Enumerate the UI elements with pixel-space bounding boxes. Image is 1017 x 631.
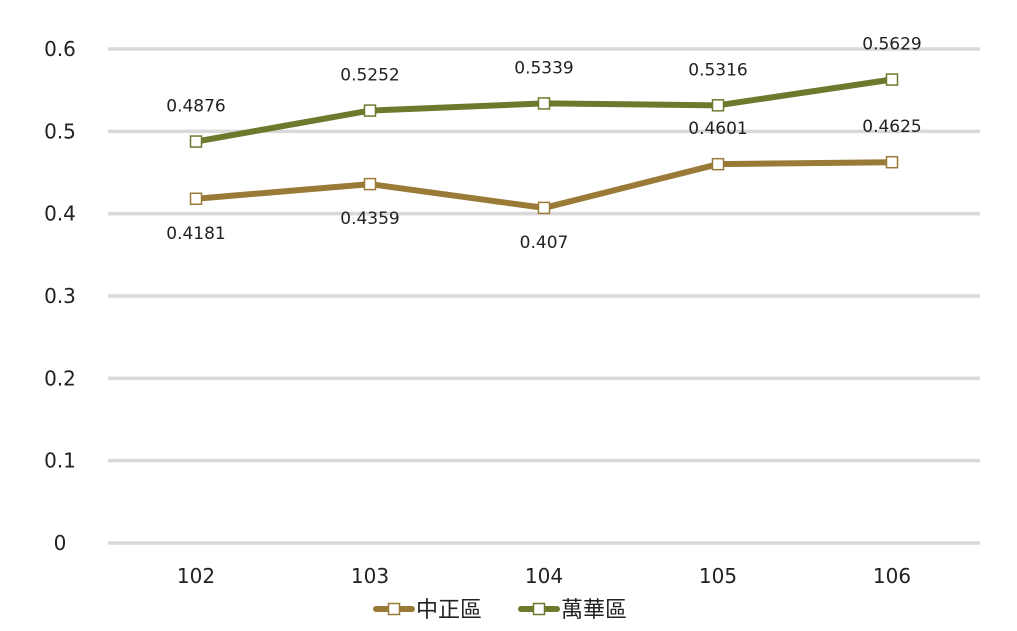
y-tick-label: 0.4	[44, 202, 76, 226]
x-tick-label: 102	[177, 564, 215, 588]
data-point-marker	[189, 135, 203, 148]
y-tick-label: 0.1	[44, 449, 76, 473]
legend-label: 萬華區	[561, 598, 627, 623]
data-point-marker	[885, 73, 899, 86]
data-label: 0.5316	[688, 60, 747, 80]
x-axis: 102 103 104 105 106	[177, 564, 911, 588]
data-point-marker	[537, 201, 551, 215]
y-tick-label: 0.6	[44, 37, 76, 61]
data-label: 0.5629	[862, 35, 921, 55]
x-tick-label: 104	[525, 564, 563, 588]
series-layer	[189, 73, 899, 215]
data-label: 0.4625	[862, 117, 921, 137]
legend-item-0: 中正區	[373, 598, 482, 623]
series-line-0	[193, 159, 895, 211]
data-point-marker	[885, 155, 899, 169]
data-label: 0.5252	[340, 66, 399, 86]
legend: 中正區 萬華區	[373, 598, 627, 623]
legend-label: 中正區	[416, 598, 482, 623]
data-point-marker	[711, 157, 725, 171]
data-point-marker	[189, 192, 203, 206]
x-tick-label: 106	[873, 564, 911, 588]
y-axis: 0 0.1 0.2 0.3 0.4 0.5 0.6	[44, 37, 76, 555]
legend-swatch-marker	[532, 602, 546, 616]
data-label: 0.5339	[514, 58, 573, 78]
data-point-marker	[363, 177, 377, 191]
data-point-marker	[537, 97, 551, 110]
data-label: 0.4601	[688, 119, 747, 139]
x-tick-label: 105	[699, 564, 737, 588]
data-point-marker	[363, 104, 377, 117]
grid-layer	[108, 47, 980, 545]
y-tick-label: 0.3	[44, 284, 76, 308]
legend-swatch-marker	[387, 602, 401, 616]
y-tick-label: 0	[54, 531, 67, 555]
data-label: 0.4181	[166, 224, 225, 244]
data-label: 0.4876	[166, 97, 225, 117]
y-tick-label: 0.2	[44, 366, 76, 390]
x-tick-label: 103	[351, 564, 389, 588]
data-labels: 0.4181 0.4359 0.407 0.4601 0.4625 0.4876 0.525…	[166, 35, 921, 253]
data-label: 0.4359	[340, 209, 399, 229]
data-point-marker	[711, 99, 725, 112]
legend-item-1: 萬華區	[518, 598, 627, 623]
data-label: 0.407	[520, 233, 569, 253]
y-tick-label: 0.5	[44, 119, 76, 143]
